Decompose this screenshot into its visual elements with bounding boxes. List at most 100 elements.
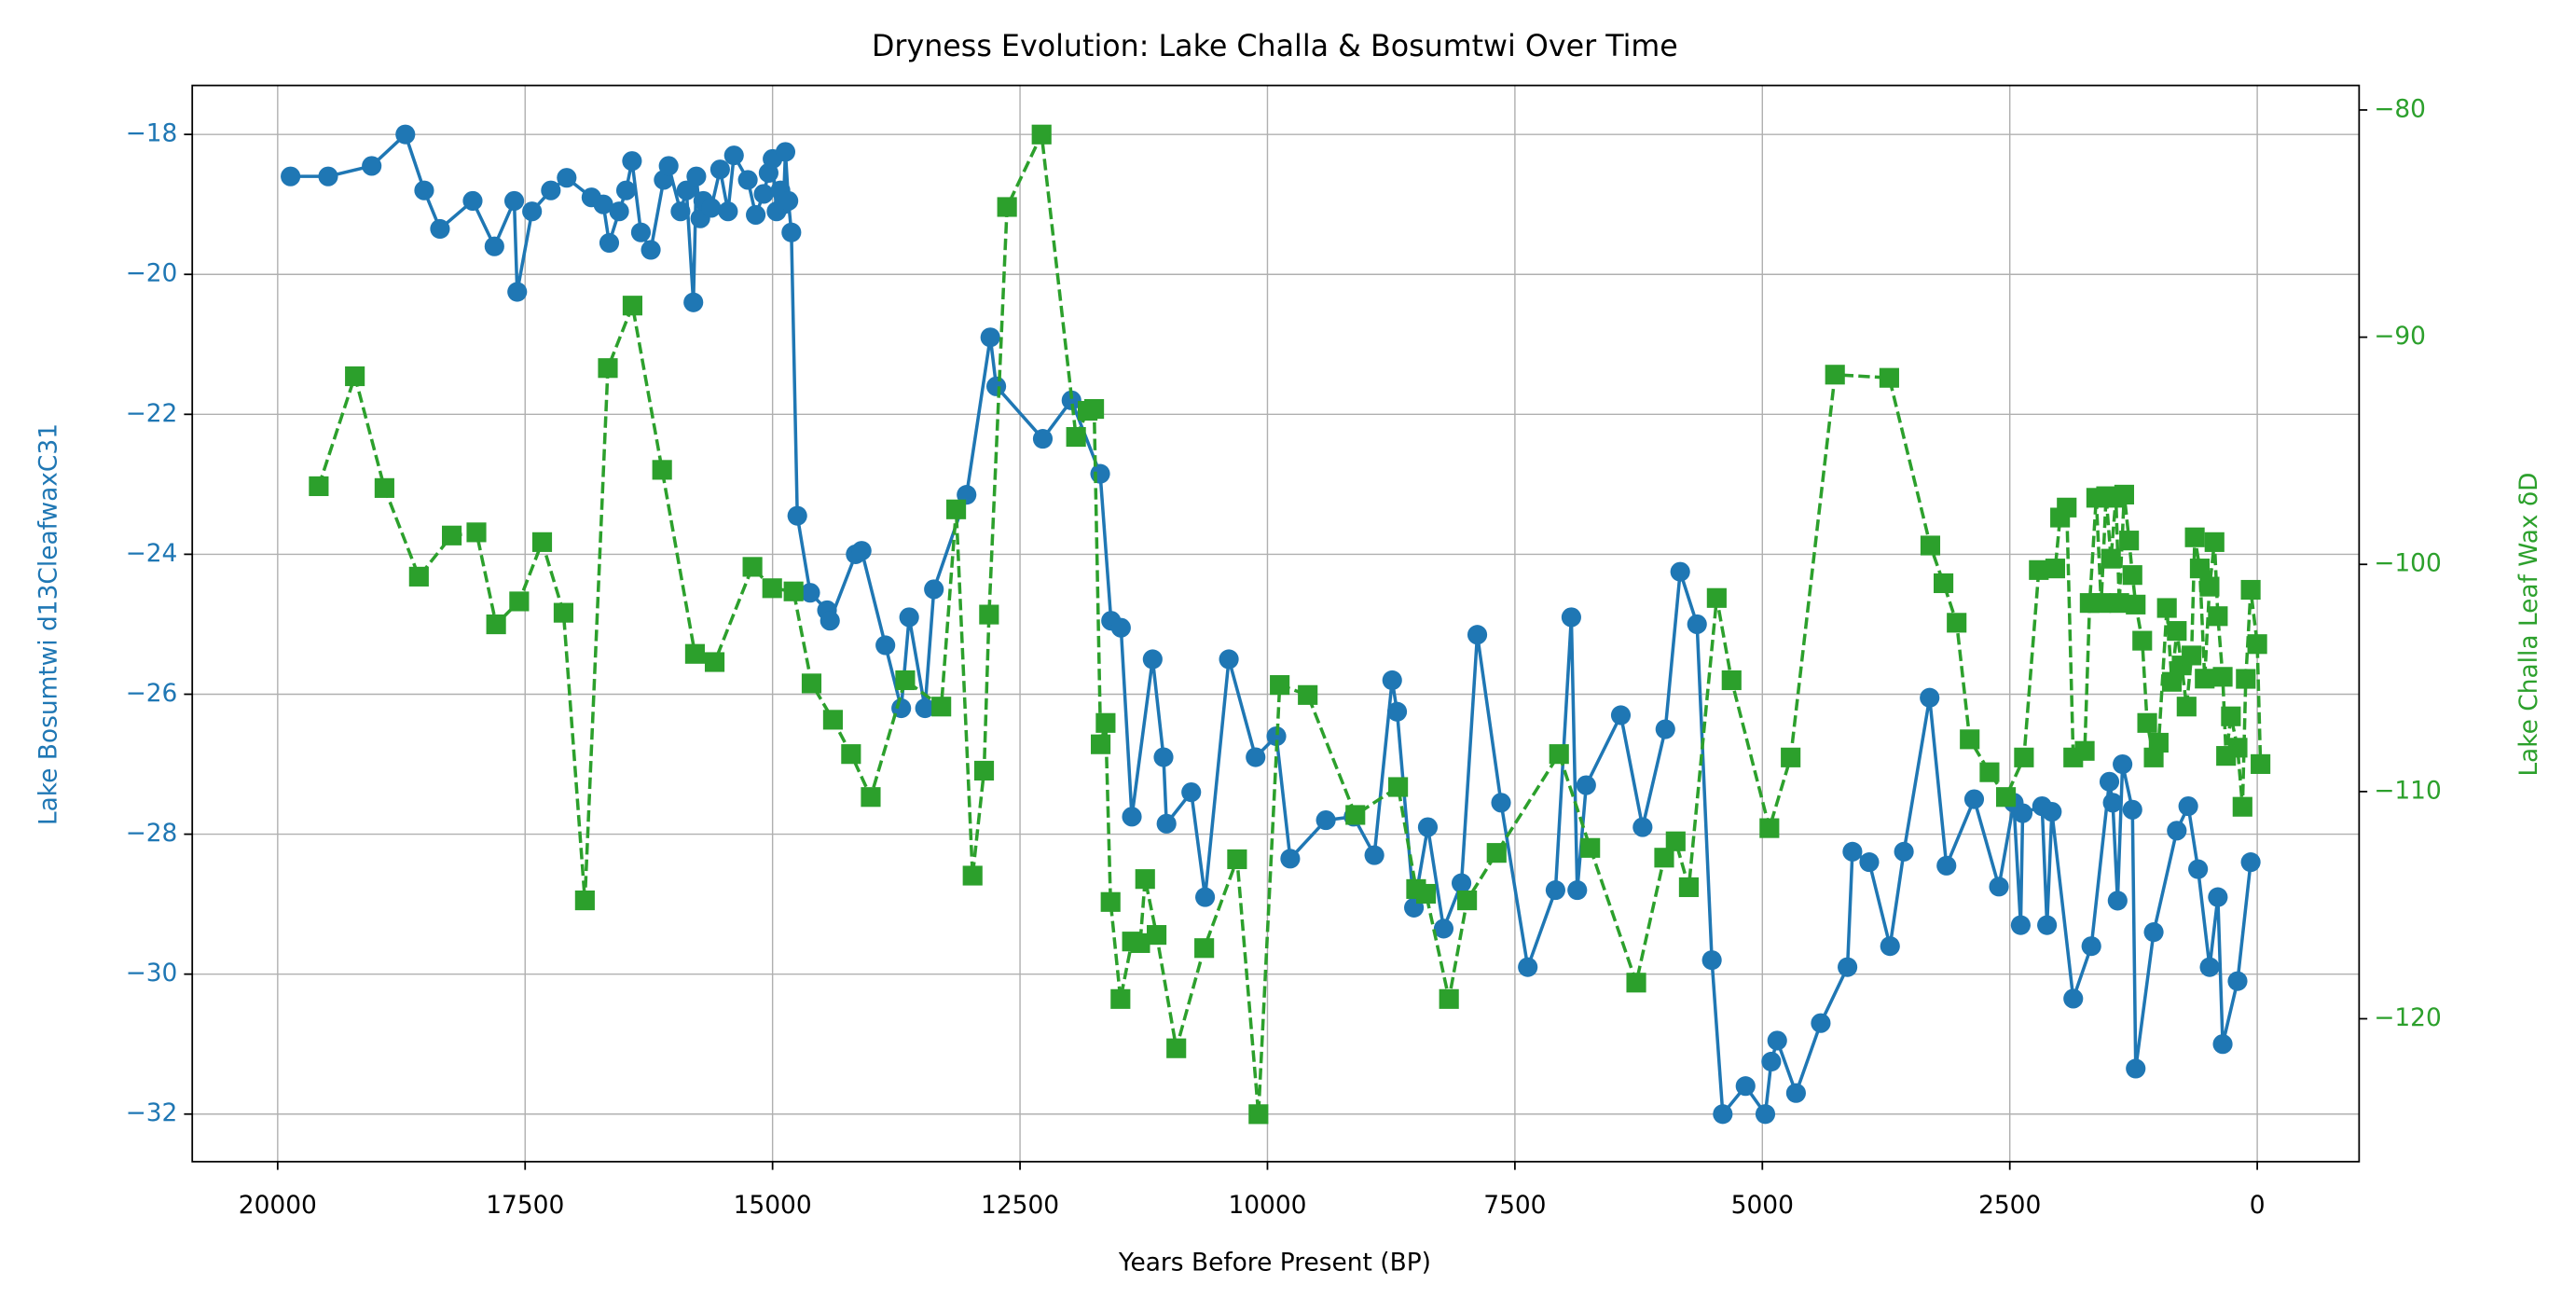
marker: [973, 760, 995, 781]
marker: [2167, 821, 2187, 841]
marker: [1110, 617, 1131, 638]
marker: [1195, 887, 1216, 907]
marker: [1110, 988, 1131, 1009]
marker: [742, 557, 763, 577]
marker: [2156, 598, 2177, 618]
marker: [466, 522, 487, 543]
marker: [709, 159, 730, 180]
marker: [778, 190, 799, 212]
marker: [762, 578, 782, 599]
marker: [1879, 367, 1899, 388]
marker: [1755, 1104, 1776, 1125]
marker: [1166, 1038, 1187, 1058]
marker: [670, 201, 691, 222]
marker: [1518, 957, 1538, 977]
marker: [1979, 762, 2000, 782]
marker: [737, 170, 758, 190]
x-tick-label: 20000: [239, 1191, 317, 1220]
marker: [1995, 787, 2017, 808]
marker: [598, 358, 618, 379]
marker: [1963, 789, 1985, 809]
marker: [1467, 625, 1488, 645]
marker: [2251, 753, 2271, 774]
marker: [414, 180, 434, 200]
marker: [1713, 1104, 1733, 1125]
marker: [2122, 799, 2142, 820]
marker: [2126, 1058, 2146, 1079]
marker: [683, 292, 704, 312]
marker: [2188, 859, 2209, 879]
x-tick-label: 7500: [1483, 1191, 1546, 1220]
marker: [2099, 771, 2120, 792]
marker: [2176, 697, 2197, 717]
y-axis-label: Lake Bosumtwi d13CleafwaxC31: [34, 423, 62, 825]
marker: [2037, 915, 2058, 935]
marker: [1415, 883, 1437, 905]
marker: [1989, 877, 2009, 897]
marker: [2113, 753, 2133, 775]
y2-tick-label: −80: [2374, 94, 2426, 123]
marker: [2010, 915, 2031, 935]
marker: [1735, 1076, 1756, 1097]
marker: [1270, 675, 1290, 696]
marker: [1061, 390, 1081, 410]
marker: [1156, 813, 1177, 834]
marker: [899, 607, 919, 628]
marker: [1032, 429, 1054, 449]
marker: [2178, 795, 2198, 817]
marker: [2184, 527, 2205, 547]
marker: [851, 541, 872, 561]
marker: [309, 476, 329, 496]
marker: [931, 697, 952, 717]
marker: [2227, 738, 2248, 758]
marker: [2132, 630, 2153, 651]
marker: [891, 697, 912, 719]
x-tick-label: 10000: [1228, 1191, 1306, 1220]
marker: [1960, 729, 1980, 750]
x-tick-label: 2500: [1978, 1191, 2041, 1220]
marker: [2199, 576, 2220, 597]
marker: [2137, 712, 2157, 733]
marker: [701, 198, 722, 218]
marker: [1451, 873, 1472, 893]
x-tick-label: 5000: [1731, 1191, 1794, 1220]
marker: [1767, 1030, 1787, 1051]
marker: [395, 124, 416, 145]
marker: [557, 168, 577, 188]
marker: [1706, 587, 1727, 608]
marker: [1364, 845, 1384, 865]
marker: [1678, 877, 1699, 898]
marker: [980, 327, 1000, 348]
series-line: [317, 128, 2263, 1114]
marker: [1248, 1104, 1269, 1125]
marker: [599, 232, 620, 254]
marker: [946, 499, 967, 519]
marker: [2091, 593, 2112, 614]
y-tick-label: −20: [126, 259, 178, 288]
marker: [2102, 793, 2123, 813]
marker: [1576, 775, 1596, 795]
marker: [362, 156, 382, 176]
marker: [2148, 732, 2169, 753]
marker: [1880, 936, 1900, 957]
marker: [1122, 807, 1142, 827]
marker: [875, 635, 896, 656]
marker: [1135, 869, 1155, 890]
marker: [1785, 1083, 1806, 1103]
marker: [1382, 670, 1402, 691]
y-tick-label: −32: [126, 1098, 178, 1127]
x-tick-label: 0: [2250, 1191, 2266, 1220]
marker: [1567, 880, 1588, 901]
marker: [345, 366, 365, 387]
marker: [1417, 817, 1439, 837]
marker: [1491, 793, 1511, 813]
marker: [2212, 667, 2233, 687]
marker: [800, 583, 820, 603]
marker: [622, 296, 643, 316]
marker: [484, 236, 504, 256]
chart-title: Dryness Evolution: Lake Challa & Bosumtw…: [872, 30, 1678, 63]
marker: [1298, 684, 1318, 705]
plot-frame: [191, 84, 2361, 1163]
marker: [1655, 719, 1675, 739]
